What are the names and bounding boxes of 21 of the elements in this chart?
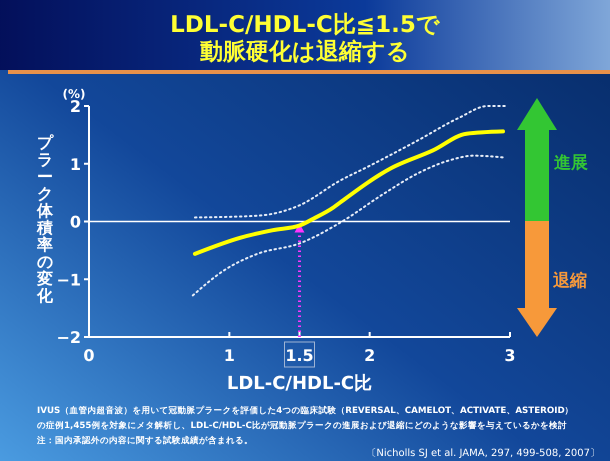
line-series: [194, 105, 507, 218]
x-tick-label: 1: [224, 346, 235, 365]
x-tick-label: 0: [83, 346, 95, 365]
chart-title: LDL-C/HDL-C比≦1.5で動脈硬化は退縮する: [170, 12, 440, 65]
text: の症例1,455例を対象にメタ解析し、LDL-C/HDL-C比が冠動脈プラークの進展および退縮にどのような影響を与えているかを検討: [37, 420, 567, 431]
y-tick-label: 1: [70, 154, 81, 174]
text: IVUS（血管内超音波）を用いて冠動脈プラークを評価した4つの臨床試験（REVERSAL、CAMELOT、ACTIVATE、ASTEROID）: [37, 405, 574, 416]
text: プラーク体積率の変化: [37, 133, 53, 305]
x-tick-label: 3: [504, 346, 516, 365]
y-tick-label: −2: [56, 328, 81, 347]
x-tick-label: 2: [364, 346, 376, 365]
text: 進展: [554, 153, 588, 173]
x-tick-label: 1.5: [285, 346, 314, 365]
line-series: [192, 129, 505, 256]
y-tick-label: −1: [56, 270, 81, 290]
x-axis-title: LDL-C/HDL-C比: [226, 373, 372, 394]
text: 〔Nicholls SJ et al. JAMA, 297, 499-508, 2007〕: [366, 447, 600, 459]
y-tick-label: 0: [70, 212, 81, 232]
line-series: [192, 154, 504, 296]
text: 退縮: [552, 271, 587, 291]
text: 注：国内承認外の内容に関する試験成績が含まれる。: [36, 435, 253, 446]
